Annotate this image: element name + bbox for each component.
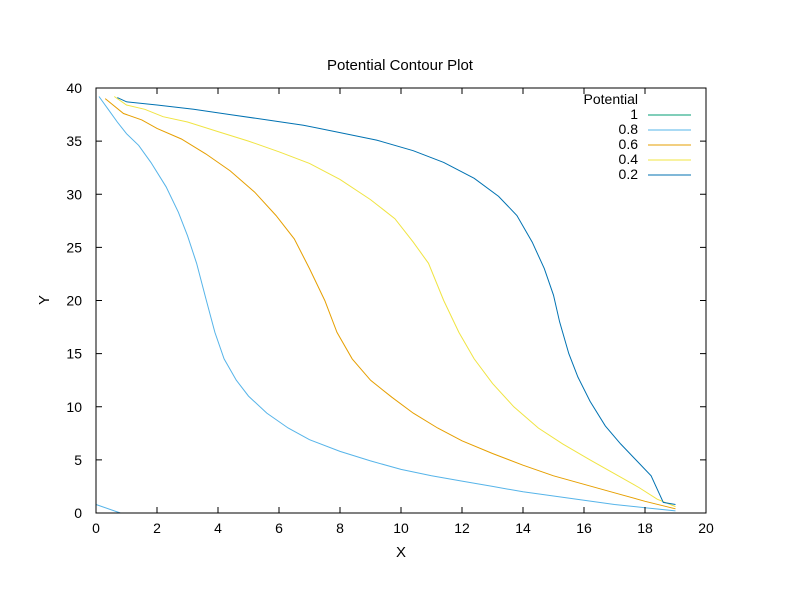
y-tick-label: 10	[66, 399, 82, 415]
x-tick-label: 4	[214, 520, 222, 536]
plot-frame	[95, 87, 707, 514]
y-tick-label: 0	[74, 505, 82, 521]
y-tick-label: 5	[74, 452, 82, 468]
y-tick-label: 20	[66, 293, 82, 309]
x-tick-label: 6	[275, 520, 283, 536]
x-tick-label: 10	[393, 520, 409, 536]
x-tick-label: 12	[454, 520, 470, 536]
series-0-4-line	[114, 96, 676, 508]
series-0-6-line	[104, 98, 676, 510]
x-tick-label: 16	[576, 520, 592, 536]
series-0-8-line	[95, 96, 676, 514]
y-tick-label: 35	[66, 133, 82, 149]
chart-title: Potential Contour Plot	[327, 57, 474, 74]
plot-area	[95, 96, 676, 514]
legend: Potential 10.80.60.40.2	[584, 91, 691, 182]
x-tick-label: 18	[637, 520, 653, 536]
y-tick-label: 30	[66, 186, 82, 202]
x-tick-label: 2	[153, 520, 161, 536]
legend-label-series-0-8: 0.8	[619, 121, 639, 137]
axis-ticks: 0 2 4 6 8 10 12 14 16 18 20 0 5 10 15 20 25 30 35 40	[66, 80, 714, 536]
legend-label-series-0-6: 0.6	[619, 136, 639, 152]
y-tick-label: 15	[66, 346, 82, 362]
x-tick-label: 8	[336, 520, 344, 536]
legend-title: Potential	[584, 91, 638, 107]
y-tick-label: 40	[66, 80, 82, 96]
x-tick-label: 0	[92, 520, 100, 536]
legend-label-series-0-4: 0.4	[619, 151, 639, 167]
legend-label-series-0-2: 0.2	[619, 166, 639, 182]
legend-label-series-1: 1	[630, 106, 638, 122]
x-tick-label: 20	[698, 520, 714, 536]
y-tick-label: 25	[66, 239, 82, 255]
series-0-2-line	[117, 97, 676, 505]
x-axis-label: X	[396, 544, 406, 561]
x-tick-label: 14	[515, 520, 531, 536]
y-axis-label: Y	[36, 295, 53, 305]
